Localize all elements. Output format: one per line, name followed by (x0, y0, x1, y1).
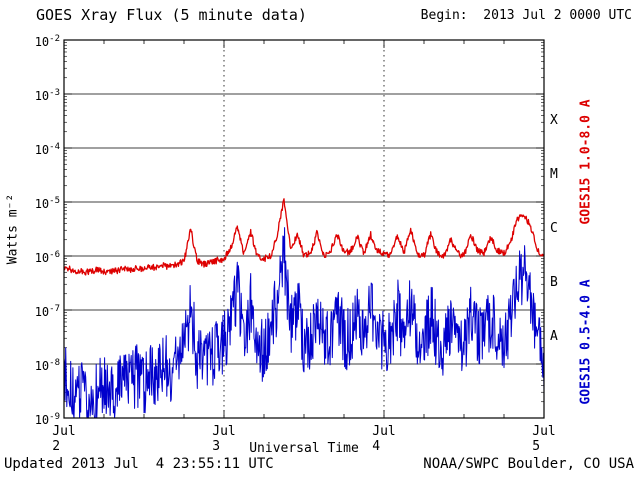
plot-frame (63, 39, 545, 419)
chart-title: GOES Xray Flux (5 minute data) (36, 6, 307, 24)
y-tick-label: 10-9 (34, 412, 60, 427)
flare-class-b: B (550, 275, 558, 290)
y-tick-label: 10-7 (34, 304, 60, 319)
series-label-short-wave: GOES15 0.5-4.0 A (578, 279, 594, 405)
x-tick-label: Jul 2 (52, 424, 76, 454)
x-tick-label: Jul 5 (532, 424, 556, 454)
x-axis-label: Universal Time (249, 441, 359, 456)
series-label-long-wave: GOES15 1.0-8.0 A (578, 99, 594, 225)
credit-label: NOAA/SWPC Boulder, CO USA (423, 456, 634, 472)
x-tick-label: Jul 4 (372, 424, 396, 454)
y-tick-label: 10-2 (34, 34, 60, 49)
series-short-wave-line (63, 227, 545, 419)
y-tick-label: 10-5 (34, 196, 60, 211)
y-tick-label: 10-8 (34, 358, 60, 373)
flare-class-a: A (550, 329, 558, 344)
flare-class-m: M (550, 167, 558, 182)
flare-class-c: C (550, 221, 558, 236)
y-tick-label: 10-3 (34, 88, 60, 103)
x-tick-label: Jul 3 (212, 424, 236, 454)
y-tick-label: 10-4 (34, 142, 60, 157)
begin-time-label: Begin: 2013 Jul 2 0000 UTC (420, 8, 632, 23)
y-tick-label: 10-6 (34, 250, 60, 265)
flare-class-x: X (550, 113, 558, 128)
updated-timestamp: Updated 2013 Jul 4 23:55:11 UTC (4, 456, 274, 472)
series-long-wave-line (63, 198, 545, 276)
